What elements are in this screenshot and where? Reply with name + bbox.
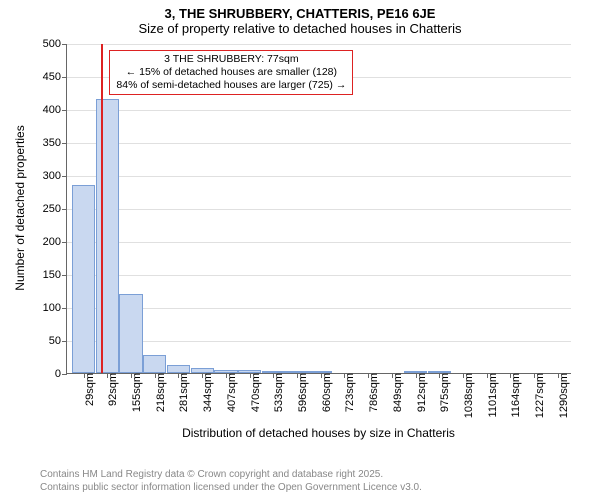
annotation-line: 3 THE SHRUBBERY: 77sqm	[116, 53, 346, 66]
footer-attribution: Contains HM Land Registry data © Crown c…	[40, 468, 422, 494]
gridline	[67, 242, 571, 243]
ytick-label: 400	[43, 104, 67, 116]
ytick-label: 500	[43, 38, 67, 50]
footer-line2: Contains public sector information licen…	[40, 481, 422, 494]
y-axis-label: Number of detached properties	[13, 108, 27, 308]
xtick-label: 29sqm	[78, 373, 96, 406]
xtick-label: 660sqm	[315, 373, 333, 412]
xtick-label: 849sqm	[386, 373, 404, 412]
annotation-line: ← 15% of detached houses are smaller (12…	[116, 66, 346, 79]
histogram-plot: 05010015020025030035040045050029sqm92sqm…	[66, 44, 571, 374]
histogram-bar	[167, 365, 190, 373]
ytick-label: 50	[49, 335, 67, 347]
histogram-bar	[72, 185, 95, 373]
xtick-label: 786sqm	[362, 373, 380, 412]
xtick-label: 155sqm	[125, 373, 143, 412]
page-title-line1: 3, THE SHRUBBERY, CHATTERIS, PE16 6JE	[0, 0, 600, 21]
gridline	[67, 44, 571, 45]
xtick-label: 596sqm	[291, 373, 309, 412]
xtick-label: 218sqm	[149, 373, 167, 412]
gridline	[67, 143, 571, 144]
histogram-bar	[143, 355, 166, 373]
ytick-label: 150	[43, 269, 67, 281]
xtick-label: 1038sqm	[457, 373, 475, 418]
gridline	[67, 110, 571, 111]
xtick-label: 723sqm	[338, 373, 356, 412]
gridline	[67, 275, 571, 276]
ytick-label: 250	[43, 203, 67, 215]
page-title-line2: Size of property relative to detached ho…	[0, 21, 600, 36]
histogram-bar	[96, 99, 119, 373]
subject-marker-line	[101, 44, 103, 373]
footer-line1: Contains HM Land Registry data © Crown c…	[40, 468, 422, 481]
annotation-box: 3 THE SHRUBBERY: 77sqm← 15% of detached …	[109, 50, 353, 95]
histogram-bar	[119, 294, 142, 373]
ytick-label: 300	[43, 170, 67, 182]
ytick-label: 450	[43, 71, 67, 83]
gridline	[67, 209, 571, 210]
xtick-label: 1101sqm	[481, 373, 499, 417]
xtick-label: 1227sqm	[528, 373, 546, 418]
xtick-label: 975sqm	[433, 373, 451, 412]
xtick-label: 92sqm	[101, 373, 119, 406]
xtick-label: 912sqm	[410, 373, 428, 412]
annotation-line: 84% of semi-detached houses are larger (…	[116, 79, 346, 92]
ytick-label: 100	[43, 302, 67, 314]
xtick-label: 281sqm	[172, 373, 190, 412]
xtick-label: 407sqm	[220, 373, 238, 412]
gridline	[67, 176, 571, 177]
xtick-label: 470sqm	[244, 373, 262, 412]
xtick-label: 533sqm	[267, 373, 285, 412]
xtick-label: 1290sqm	[552, 373, 570, 418]
ytick-label: 200	[43, 236, 67, 248]
xtick-label: 344sqm	[196, 373, 214, 412]
xtick-label: 1164sqm	[504, 373, 522, 417]
x-axis-label: Distribution of detached houses by size …	[169, 426, 469, 440]
ytick-label: 350	[43, 137, 67, 149]
ytick-label: 0	[55, 368, 67, 380]
